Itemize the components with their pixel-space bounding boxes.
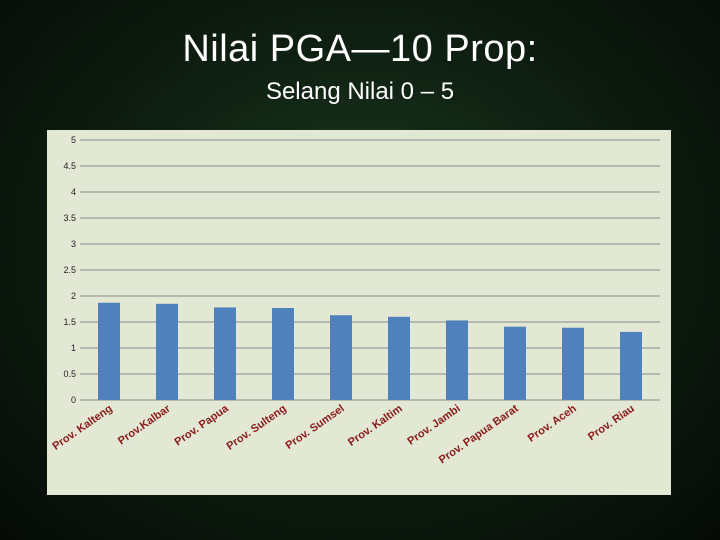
bar — [330, 315, 352, 400]
x-category-label: Prov. Kaltim — [346, 403, 405, 449]
x-category-label: Prov. Jambi — [405, 403, 462, 448]
x-category-label: Prov. Kalteng — [50, 403, 114, 453]
x-category-label: Prov. Papua — [172, 402, 231, 448]
chart-panel — [47, 130, 671, 495]
bar — [98, 302, 120, 400]
bar — [156, 303, 178, 400]
bar — [446, 320, 468, 400]
slide-title: Nilai PGA—10 Prop: — [182, 28, 538, 70]
x-category-label: Prov. Sumsel — [283, 403, 346, 452]
y-tick-label: 2.5 — [63, 265, 76, 275]
x-category-label: Prov. Sulteng — [224, 403, 288, 453]
y-tick-label: 1 — [71, 343, 76, 353]
slide-subtitle: Selang Nilai 0 – 5 — [265, 78, 455, 105]
bar — [272, 307, 294, 400]
x-axis-labels: Prov. Kalteng Prov.Kalbar Prov. PapuaProv.… — [50, 402, 636, 466]
y-tick-label: 2 — [71, 291, 76, 301]
bar — [388, 316, 410, 400]
y-tick-label: 4 — [71, 187, 76, 197]
y-tick-label: 1.5 — [63, 317, 76, 327]
bar — [562, 327, 584, 400]
y-axis-ticks: 0 0.5 1 1.5 2 2.5 3 3.5 4 4.5 5 — [63, 135, 76, 405]
y-tick-label: 3.5 — [63, 213, 76, 223]
bar — [504, 326, 526, 400]
y-tick-label: 3 — [71, 239, 76, 249]
y-tick-label: 5 — [71, 135, 76, 145]
x-category-label: Prov. Aceh — [526, 402, 579, 444]
y-tick-label: 0.5 — [63, 369, 76, 379]
x-category-label: Prov.Kalbar — [116, 402, 173, 447]
y-tick-label: 4.5 — [63, 161, 76, 171]
y-tick-label: 0 — [71, 395, 76, 405]
x-category-label: Prov. Riau — [586, 403, 637, 444]
bars — [98, 302, 642, 400]
bar — [214, 307, 236, 400]
bar — [620, 331, 642, 400]
